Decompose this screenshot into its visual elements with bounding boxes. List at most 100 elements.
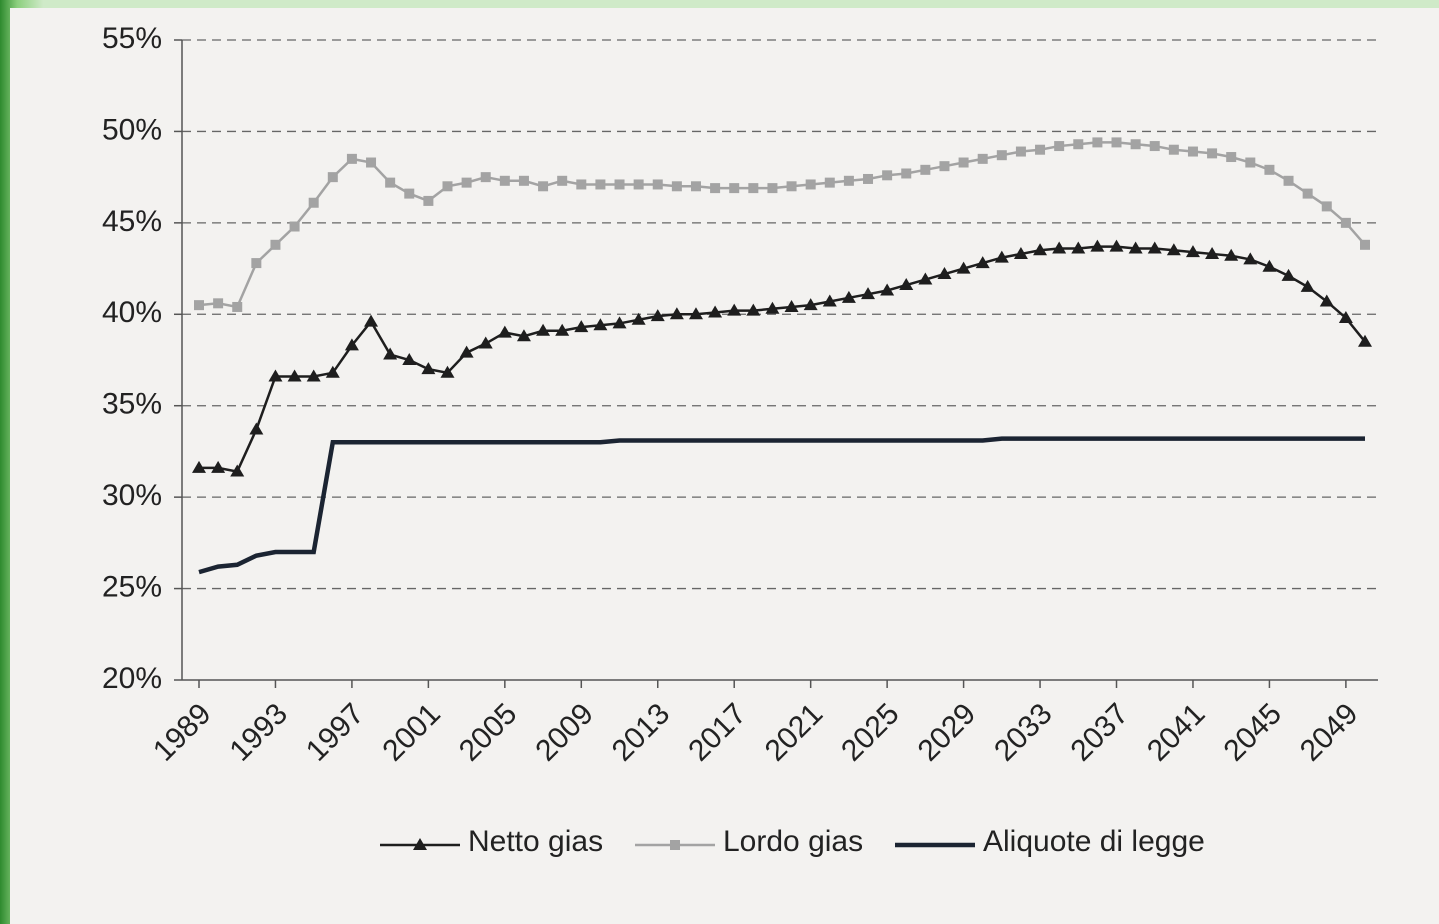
point (287, 369, 302, 382)
point (595, 179, 606, 190)
point (977, 153, 988, 164)
point (1264, 164, 1275, 175)
point (213, 298, 224, 309)
y-tick-label: 25% (102, 570, 162, 603)
point (1243, 252, 1258, 265)
point (956, 261, 971, 274)
point (1245, 157, 1256, 168)
point (1224, 248, 1239, 261)
point (1207, 148, 1218, 159)
legend-marker (413, 838, 427, 850)
point (882, 170, 893, 181)
point (383, 347, 398, 360)
point (652, 179, 663, 190)
point (767, 183, 778, 194)
point (211, 460, 226, 473)
point (480, 172, 491, 183)
y-tick-label: 40% (102, 296, 162, 329)
point (996, 150, 1007, 161)
point (346, 153, 357, 164)
x-tick-label: 2041 (1141, 697, 1212, 768)
x-tick-label: 1989 (147, 697, 218, 768)
x-tick-label: 2049 (1294, 697, 1365, 768)
point (805, 179, 816, 190)
point (1092, 137, 1103, 148)
point (1130, 139, 1141, 150)
point (1281, 268, 1296, 281)
y-tick-label: 50% (102, 113, 162, 146)
point (459, 345, 474, 358)
point (1226, 152, 1237, 163)
point (1147, 241, 1162, 254)
point (555, 323, 570, 336)
point (1033, 243, 1048, 256)
point (325, 365, 340, 378)
point (1128, 241, 1143, 254)
y-tick-label: 45% (102, 205, 162, 238)
point (557, 175, 568, 186)
point (1187, 146, 1198, 157)
point (690, 181, 701, 192)
x-tick-label: 2013 (606, 697, 677, 768)
point (729, 183, 740, 194)
point (499, 175, 510, 186)
point (688, 307, 703, 320)
y-tick-label: 30% (102, 479, 162, 512)
point (308, 197, 319, 208)
point (536, 323, 551, 336)
point (1071, 241, 1086, 254)
point (939, 161, 950, 172)
point (574, 320, 589, 333)
point (1262, 259, 1277, 272)
point (1052, 241, 1067, 254)
point (1090, 239, 1105, 252)
point (1319, 294, 1334, 307)
point (671, 181, 682, 192)
point (784, 299, 799, 312)
point (822, 294, 837, 307)
point (497, 325, 512, 338)
point (366, 157, 377, 168)
point (748, 183, 759, 194)
point (803, 298, 818, 311)
y-tick-label: 55% (102, 22, 162, 55)
point (192, 460, 206, 473)
point (710, 183, 721, 194)
point (1360, 239, 1370, 250)
point (423, 195, 434, 206)
point (327, 172, 338, 183)
point (824, 177, 835, 188)
point (440, 365, 455, 378)
point (958, 157, 969, 168)
point (1168, 144, 1179, 155)
point (1302, 188, 1313, 199)
x-tick-label: 2005 (453, 697, 524, 768)
point (746, 303, 761, 316)
point (669, 307, 684, 320)
y-tick-label: 20% (102, 662, 162, 695)
x-tick-label: 2001 (376, 697, 447, 768)
point (1340, 217, 1351, 228)
point (843, 175, 854, 186)
point (1013, 246, 1028, 259)
point (251, 258, 262, 269)
point (1321, 201, 1332, 212)
x-tick-label: 2045 (1217, 697, 1288, 768)
point (518, 175, 529, 186)
point (1073, 139, 1084, 150)
point (538, 181, 549, 192)
point (786, 181, 797, 192)
point (863, 173, 874, 184)
point (765, 301, 780, 314)
point (937, 267, 952, 280)
point (1149, 141, 1160, 152)
x-tick-label: 2009 (529, 697, 600, 768)
point (650, 309, 665, 322)
legend-label: Lordo gias (723, 825, 863, 858)
point (1035, 144, 1046, 155)
y-tick-label: 35% (102, 388, 162, 421)
point (1015, 146, 1026, 157)
point (614, 179, 625, 190)
point (861, 287, 876, 300)
